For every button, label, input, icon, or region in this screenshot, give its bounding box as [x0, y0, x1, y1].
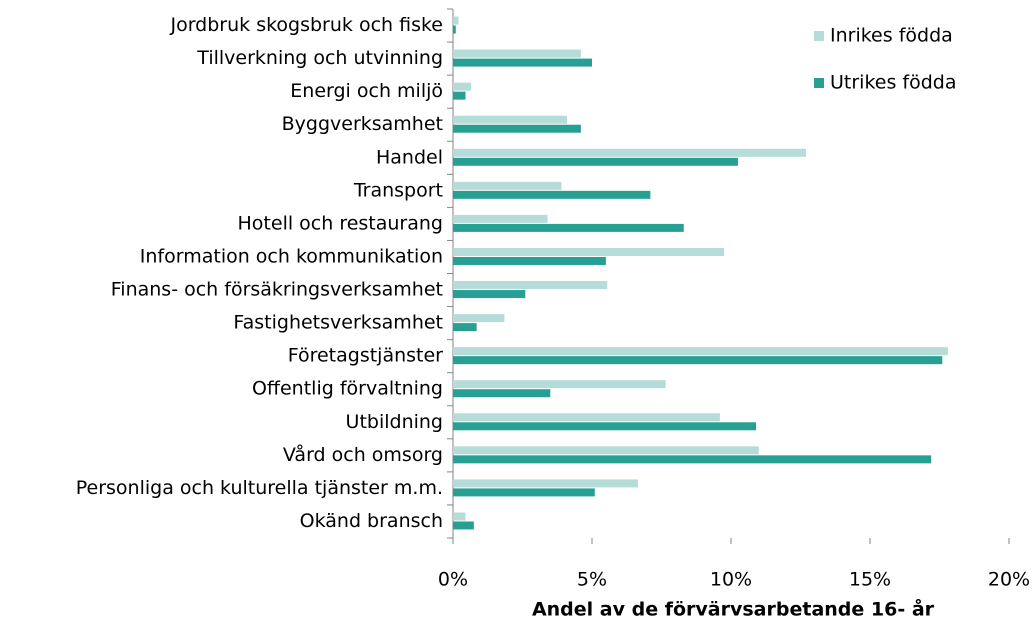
bar	[453, 25, 456, 34]
bar	[453, 247, 725, 256]
y-tick-label: Energi och miljö	[290, 80, 443, 102]
y-tick-label: Finans- och försäkringsverksamhet	[111, 279, 443, 301]
bar	[453, 214, 548, 223]
bar	[453, 446, 759, 455]
x-tick-label: 15%	[849, 569, 891, 591]
y-tick-label: Transport	[353, 179, 443, 201]
bar	[453, 422, 757, 431]
bar	[453, 488, 595, 497]
bar	[453, 323, 477, 332]
y-tick-label: Okänd bransch	[300, 510, 443, 532]
y-tick-label: Utbildning	[346, 411, 443, 433]
bar	[453, 380, 666, 389]
y-tick-label: Fastighetsverksamhet	[233, 312, 443, 334]
x-tick-label: 0%	[438, 569, 468, 591]
bar	[453, 512, 466, 521]
bar	[453, 190, 651, 199]
bar	[453, 223, 684, 232]
bar	[453, 181, 562, 190]
bar	[453, 58, 592, 67]
bar	[453, 82, 472, 91]
bar	[453, 290, 526, 299]
bar	[453, 49, 581, 58]
bar	[453, 413, 720, 422]
bar	[453, 148, 807, 157]
y-tick-label: Tillverkning och utvinning	[196, 47, 443, 69]
bar	[453, 16, 459, 25]
x-axis-label: Andel av de förvärvsarbetande 16- år	[532, 597, 935, 621]
bar	[453, 281, 608, 290]
bar	[453, 521, 474, 530]
bar	[453, 356, 943, 365]
legend-swatch	[814, 31, 824, 41]
bar	[453, 455, 932, 464]
bar	[453, 389, 551, 398]
bar	[453, 157, 738, 166]
y-tick-label: Information och kommunikation	[140, 245, 443, 267]
legend-swatch	[814, 78, 824, 88]
y-tick-label: Vård och omsorg	[283, 443, 443, 466]
y-tick-label: Offentlig förvaltning	[252, 378, 443, 400]
bar	[453, 124, 581, 133]
bar	[453, 91, 466, 100]
y-tick-label: Handel	[376, 146, 443, 168]
y-tick-label: Företagstjänster	[288, 345, 443, 367]
x-tick-label: 5%	[577, 569, 607, 591]
bar	[453, 479, 638, 488]
y-tick-label: Jordbruk skogsbruk och fiske	[169, 14, 443, 36]
y-tick-label: Hotell och restaurang	[238, 212, 443, 234]
x-tick-label: 20%	[988, 569, 1030, 591]
y-tick-label: Byggverksamhet	[282, 113, 443, 135]
x-tick-label: 10%	[710, 569, 752, 591]
y-tick-label: Personliga och kulturella tjänster m.m.	[76, 477, 443, 499]
legend-label: Inrikes födda	[830, 25, 953, 47]
bar	[453, 115, 567, 124]
bar	[453, 256, 606, 265]
bar	[453, 314, 505, 323]
legend-label: Utrikes födda	[830, 72, 956, 94]
bar	[453, 347, 948, 356]
